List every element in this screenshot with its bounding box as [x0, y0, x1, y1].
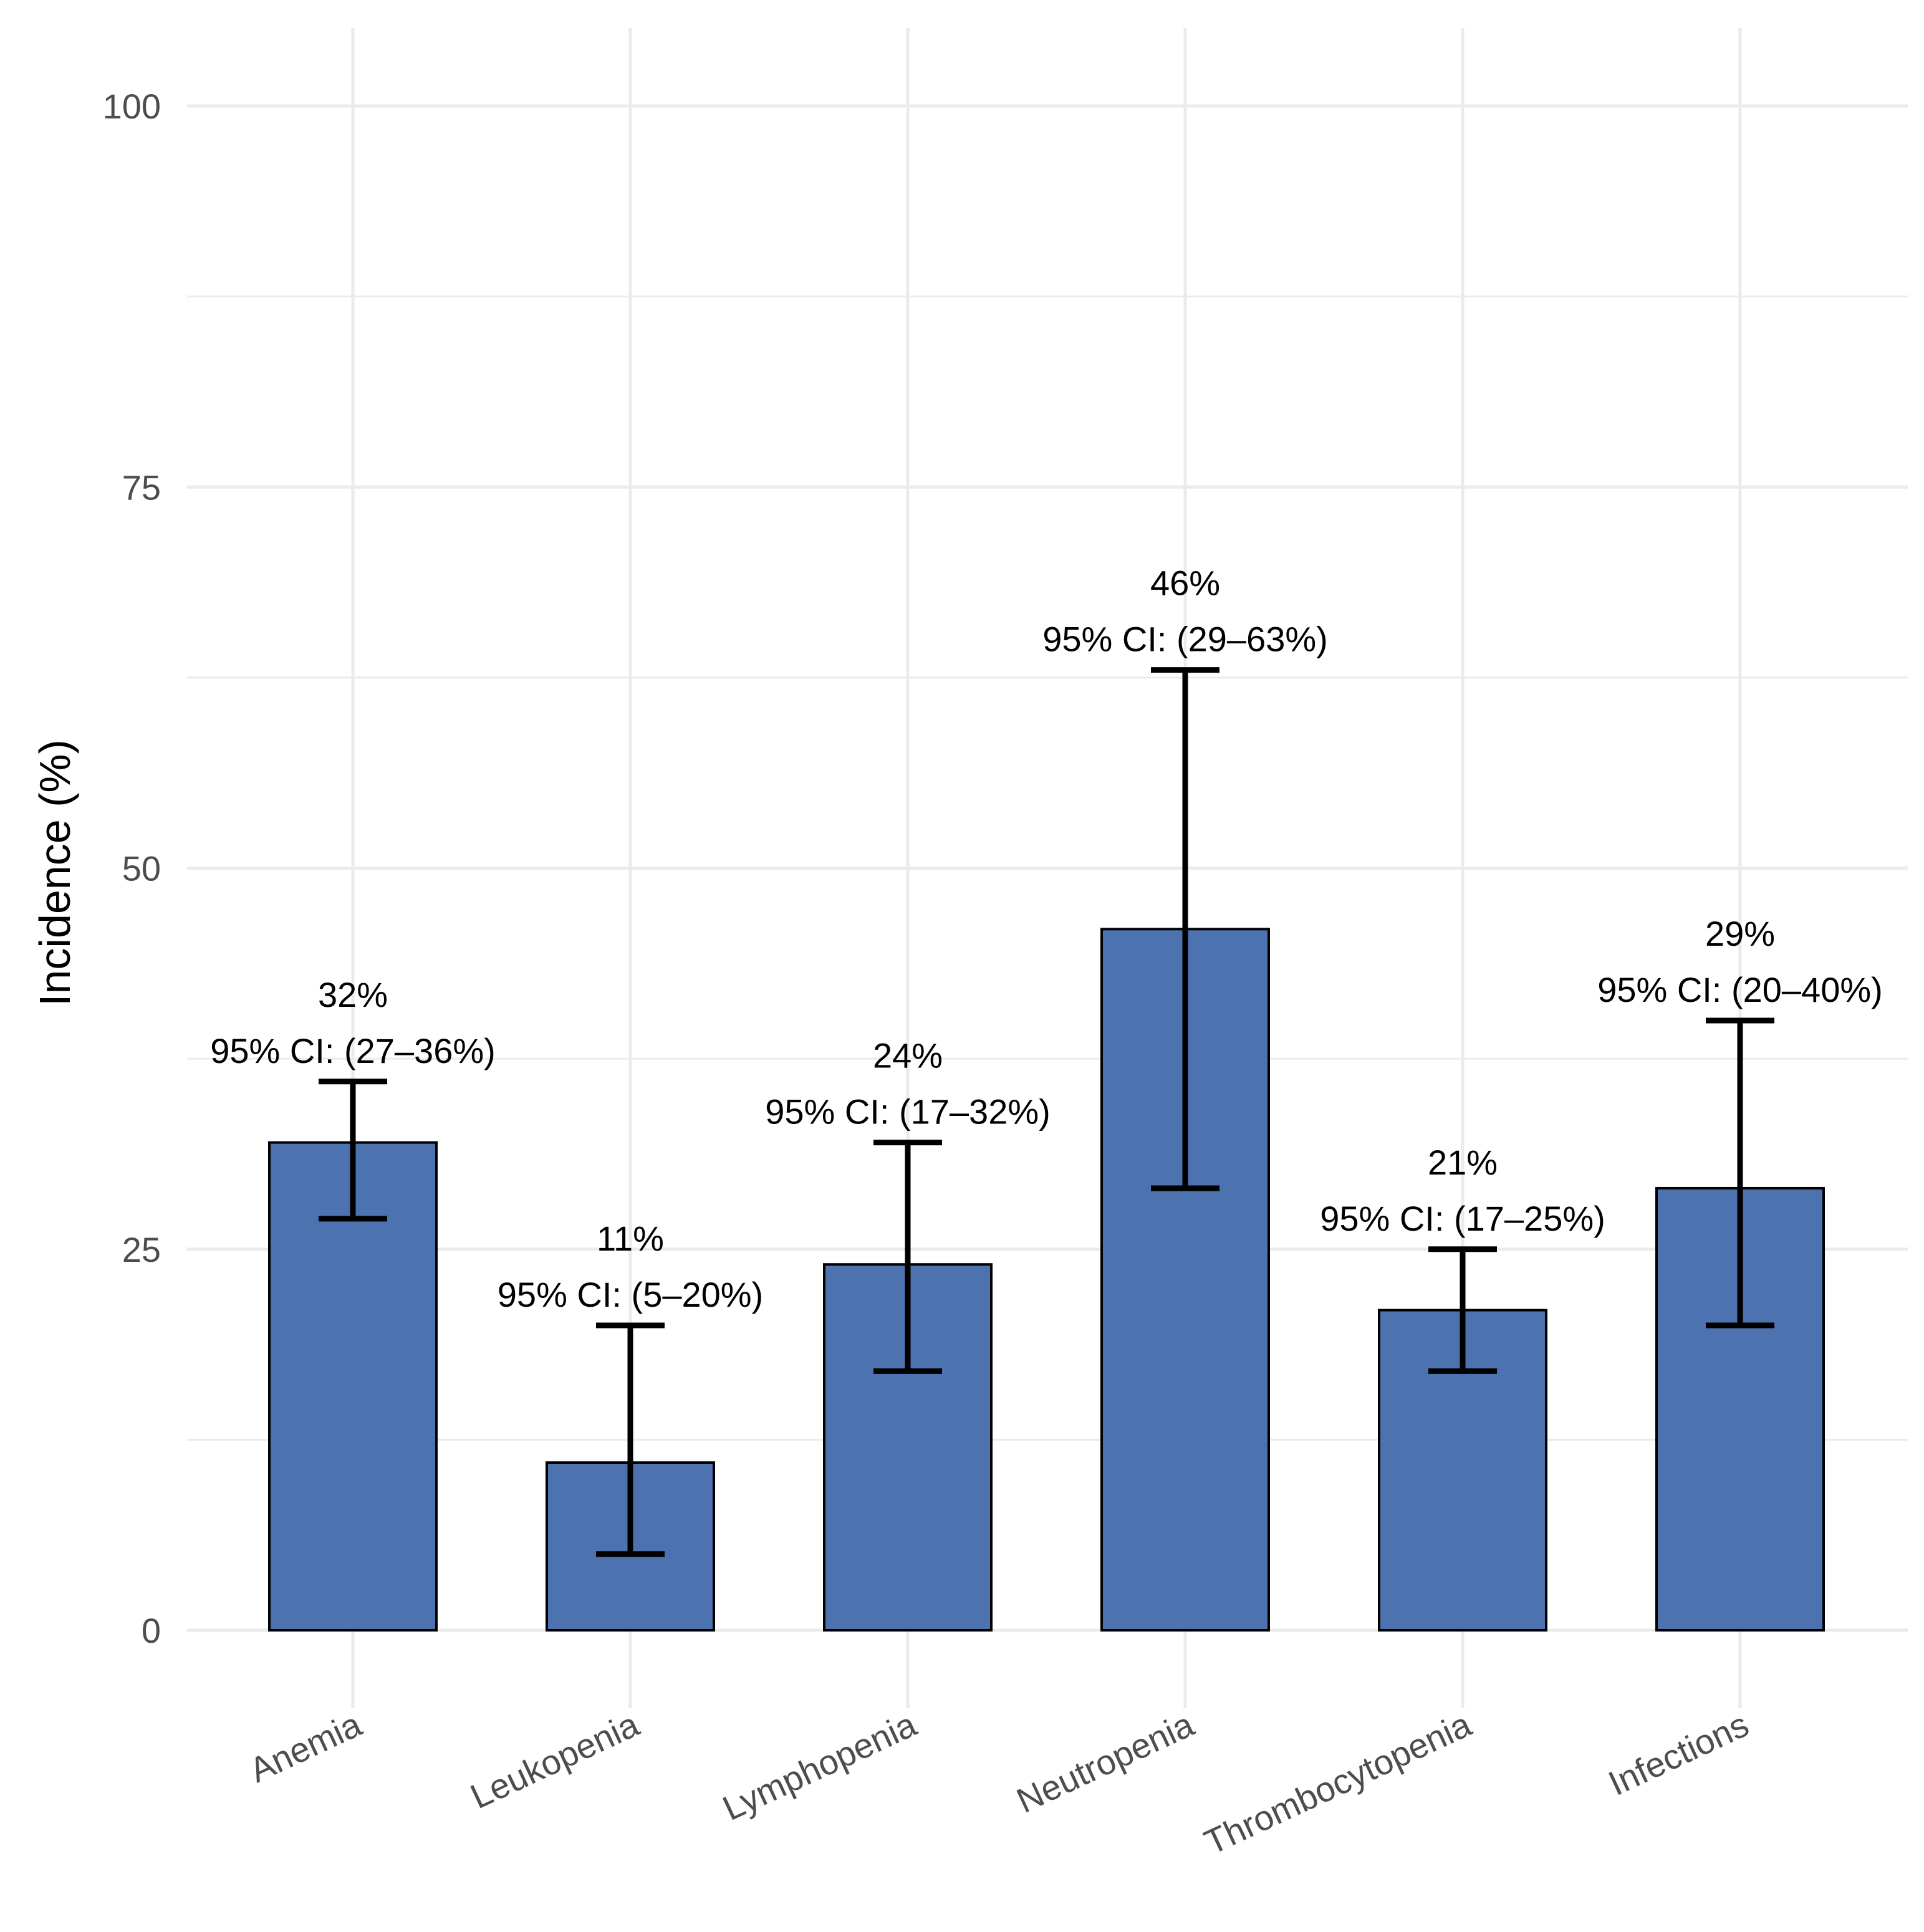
y-tick-label: 75 [122, 468, 161, 507]
data-labels: 95% CI: (27–36%) 32% 95% CI: (5–20%) 11% 95%… [210, 564, 1883, 1314]
bar-anemia [268, 1141, 438, 1632]
value-label: 11% [597, 1219, 664, 1258]
x-tick-label: Infections [1602, 1704, 1754, 1803]
y-tick-label: 0 [142, 1611, 161, 1650]
gridlines [187, 28, 1908, 1708]
ci-label: 95% CI: (17–32%) [765, 1092, 1051, 1132]
error-bars [319, 667, 1774, 1557]
value-label: 46% [1150, 564, 1220, 603]
y-tick-label: 25 [122, 1230, 161, 1269]
value-label: 29% [1705, 914, 1775, 953]
x-tick-label: Leukopenia [464, 1704, 645, 1816]
ci-label: 95% CI: (27–36%) [210, 1031, 496, 1070]
y-tick-label: 50 [122, 849, 161, 888]
value-label: 24% [873, 1036, 943, 1075]
x-tick-label: Neutropenia [1011, 1704, 1200, 1820]
x-tick-label: Lymphopenia [717, 1704, 923, 1828]
value-label: 21% [1428, 1143, 1498, 1182]
ci-label: 95% CI: (5–20%) [498, 1275, 763, 1314]
ci-label: 95% CI: (17–25%) [1320, 1199, 1605, 1238]
y-axis-title: Incidence (%) [31, 739, 79, 1006]
value-label: 32% [318, 975, 388, 1014]
x-tick-label: Anemia [243, 1704, 367, 1790]
ci-label: 95% CI: (29–63%) [1042, 620, 1328, 659]
x-tick-label: Thrombocytopenia [1198, 1704, 1478, 1862]
ci-label: 95% CI: (20–40%) [1597, 970, 1883, 1009]
y-tick-label: 100 [103, 87, 161, 126]
